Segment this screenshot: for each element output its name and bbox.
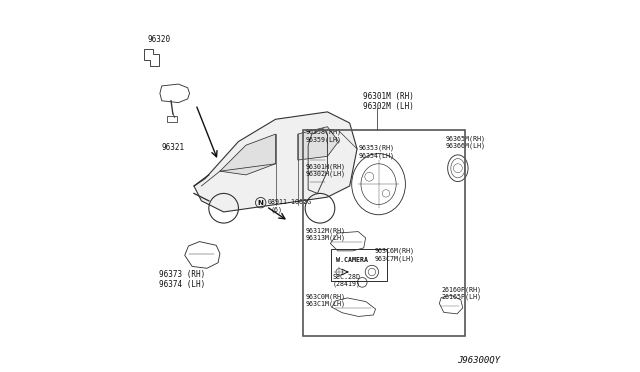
Text: 963C0M(RH)
963C1M(LH): 963C0M(RH) 963C1M(LH) (306, 293, 346, 307)
Text: 08911-1062G: 08911-1062G (268, 199, 312, 205)
Text: (28419): (28419) (333, 280, 361, 287)
Text: 96358(RH)
96359(LH): 96358(RH) 96359(LH) (306, 129, 342, 143)
Text: N: N (258, 200, 264, 206)
Text: 96321: 96321 (161, 142, 184, 151)
Text: 96353(RH)
96354(LH): 96353(RH) 96354(LH) (359, 145, 395, 159)
Text: J96300QY: J96300QY (457, 356, 500, 365)
Bar (166, 116, 177, 122)
Polygon shape (298, 127, 339, 160)
Polygon shape (194, 112, 357, 212)
Text: SEC.28D: SEC.28D (333, 274, 361, 280)
Text: (6): (6) (270, 207, 282, 213)
Text: 96301M (RH)
96302M (LH): 96301M (RH) 96302M (LH) (363, 92, 413, 111)
Text: 96301H(RH)
96302H(LH): 96301H(RH) 96302H(LH) (306, 163, 346, 177)
Text: 96320: 96320 (148, 35, 171, 44)
Text: 963C6M(RH)
963C7M(LH): 963C6M(RH) 963C7M(LH) (375, 247, 415, 262)
Text: 96373 (RH)
96374 (LH): 96373 (RH) 96374 (LH) (159, 270, 205, 289)
Text: 26160P(RH)
26165P(LH): 26160P(RH) 26165P(LH) (442, 286, 481, 301)
Polygon shape (220, 134, 276, 175)
Text: 96365M(RH)
96366M(LH): 96365M(RH) 96366M(LH) (446, 135, 486, 149)
Text: W.CAMERA: W.CAMERA (336, 257, 368, 263)
Text: 96312M(RH)
96313M(LH): 96312M(RH) 96313M(LH) (306, 227, 346, 241)
Bar (303, 131, 465, 336)
